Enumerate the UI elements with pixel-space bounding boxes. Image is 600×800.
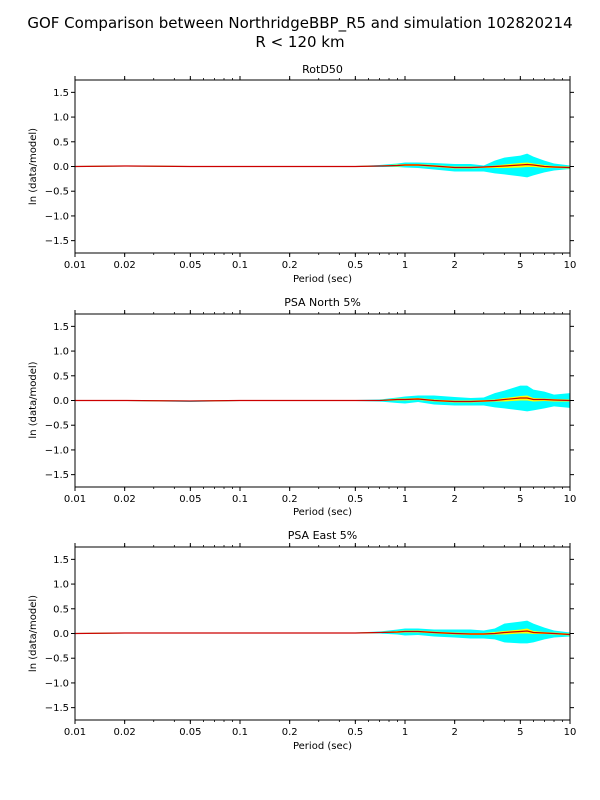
y-tick-label: 1.0 [53,580,69,591]
y-tick-label: 1.0 [53,113,69,124]
y-tick-label: −1.5 [45,470,69,481]
y-tick-label: 0.5 [53,137,69,148]
y-tick-label: 0.5 [53,604,69,615]
y-axis-label: ln (data/model) [28,595,39,672]
panel-psa-east: PSA East 5% Period (sec) ln (data/model)… [28,529,576,752]
x-tick-label: 0.05 [179,260,201,271]
x-tick-label: 2 [451,727,457,738]
x-tick-label: 0.02 [114,260,136,271]
x-tick-label: 0.2 [282,494,298,505]
x-tick-label: 2 [451,260,457,271]
x-tick-label: 5 [517,727,523,738]
y-tick-label: −0.5 [45,421,69,432]
x-tick-label: 0.5 [347,727,363,738]
y-tick-label: 1.5 [53,555,69,566]
x-tick-label: 10 [564,494,577,505]
y-tick-label: 0.5 [53,371,69,382]
x-tick-label: 1 [402,260,408,271]
y-tick-label: −1.0 [45,211,69,222]
y-tick-label: −1.5 [45,703,69,714]
x-tick-label: 5 [517,494,523,505]
x-tick-label: 10 [564,727,577,738]
panel-title: PSA East 5% [288,529,358,542]
outer-band [75,620,570,644]
x-tick-label: 10 [564,260,577,271]
x-tick-label: 0.1 [232,727,248,738]
y-axis-label: ln (data/model) [28,361,39,438]
mean-line [75,163,570,169]
x-tick-label: 0.01 [64,494,86,505]
y-tick-label: 1.5 [53,88,69,99]
outer-band [75,153,570,178]
plot-area [75,385,570,412]
y-tick-label: −0.5 [45,187,69,198]
x-axis-label: Period (sec) [293,274,352,285]
x-tick-label: 1 [402,494,408,505]
x-tick-label: 0.05 [179,727,201,738]
y-tick-label: −1.0 [45,445,69,456]
x-tick-label: 2 [451,494,457,505]
y-tick-label: −1.5 [45,236,69,247]
y-tick-label: 0.0 [53,396,69,407]
x-tick-label: 0.02 [114,494,136,505]
panel-psa-north: PSA North 5% Period (sec) ln (data/model… [28,296,576,518]
x-tick-label: 0.5 [347,260,363,271]
plot-area [75,153,570,178]
y-tick-label: 0.0 [53,162,69,173]
figure-title-line1: GOF Comparison between NorthridgeBBP_R5 … [27,14,572,33]
x-tick-label: 1 [402,727,408,738]
mean-line [75,397,570,403]
x-tick-label: 0.1 [232,494,248,505]
panel-rotd50: RotD50 Period (sec) ln (data/model) 0.01… [28,63,576,285]
y-tick-label: 0.0 [53,629,69,640]
x-axis-label: Period (sec) [293,741,352,752]
x-tick-label: 0.01 [64,727,86,738]
x-tick-label: 5 [517,260,523,271]
x-tick-label: 0.01 [64,260,86,271]
y-tick-label: 1.5 [53,322,69,333]
plot-area [75,620,570,644]
x-tick-label: 0.2 [282,260,298,271]
x-tick-label: 0.5 [347,494,363,505]
y-axis-label: ln (data/model) [28,128,39,205]
outer-band [75,385,570,412]
y-tick-label: −0.5 [45,654,69,665]
x-tick-label: 0.05 [179,494,201,505]
x-tick-label: 0.02 [114,727,136,738]
panel-title: RotD50 [302,63,343,76]
y-tick-label: −1.0 [45,678,69,689]
panel-title: PSA North 5% [284,296,361,309]
x-axis-label: Period (sec) [293,507,352,518]
y-tick-label: 1.0 [53,347,69,358]
figure-title-line2: R < 120 km [255,33,344,51]
mean-line [75,630,570,636]
inner-band [75,628,570,636]
x-tick-label: 0.1 [232,260,248,271]
x-tick-label: 0.2 [282,727,298,738]
